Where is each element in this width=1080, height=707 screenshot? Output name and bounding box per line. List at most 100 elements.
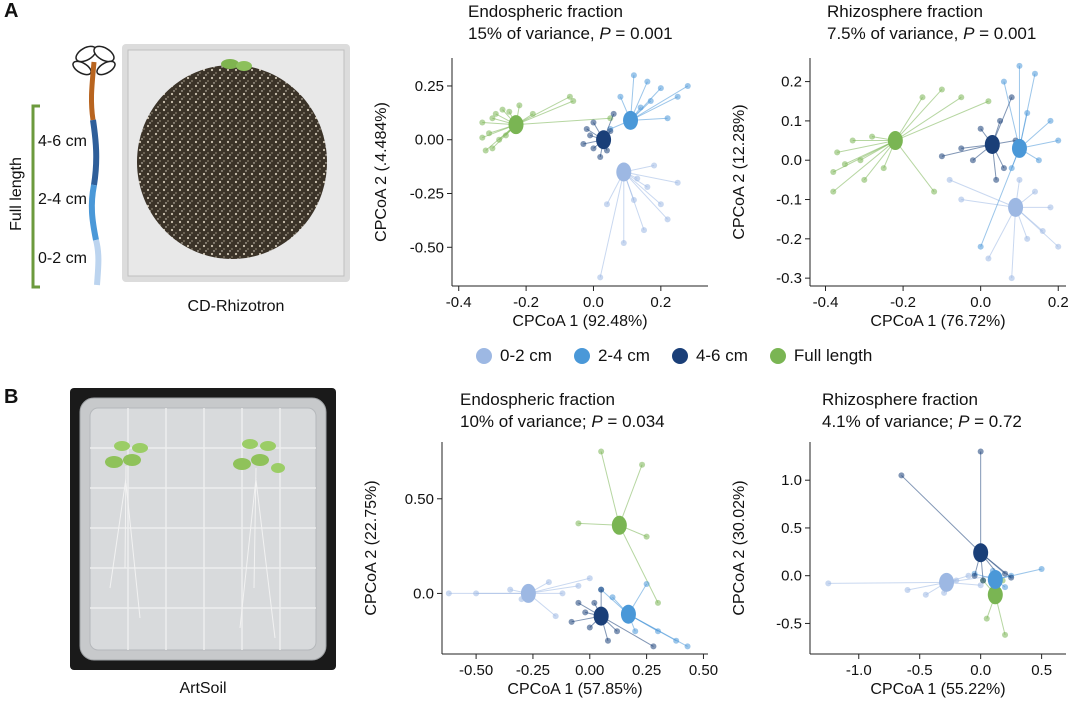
point-0-2-cm bbox=[1031, 188, 1038, 195]
point-0-2-cm bbox=[1055, 243, 1062, 250]
point-0-2-cm bbox=[559, 590, 566, 597]
spoke-4-6-cm bbox=[901, 475, 982, 554]
point-2-4-cm bbox=[684, 643, 691, 650]
spoke-full-length bbox=[600, 451, 620, 526]
point-0-2-cm bbox=[958, 196, 965, 203]
y-tick-label: 0.25 bbox=[415, 78, 444, 95]
point-4-6-cm bbox=[650, 643, 657, 650]
series-4-6-cm bbox=[898, 448, 1015, 584]
axes: -1.0 -0.5 0.0 0.5 1.0 0.5 0.0 -0.5 bbox=[776, 442, 1066, 679]
spoke-full-length bbox=[895, 100, 989, 142]
point-4-6-cm bbox=[575, 599, 582, 606]
point-full-length bbox=[496, 136, 503, 143]
point-0-2-cm bbox=[473, 590, 480, 597]
point-full-length bbox=[983, 615, 990, 622]
point-2-4-cm bbox=[644, 78, 651, 85]
point-4-6-cm bbox=[997, 117, 1004, 124]
x-tick-label: 0.25 bbox=[632, 662, 661, 679]
chart-b-rhizo-subtitle: 4.1% of variance; P = 0.72 bbox=[822, 412, 1022, 431]
centroid-full-length bbox=[611, 515, 627, 535]
point-2-4-cm bbox=[1002, 584, 1009, 591]
point-2-4-cm bbox=[1038, 566, 1045, 573]
centroid-0-2-cm bbox=[520, 583, 536, 603]
seedling-left-icon bbox=[105, 441, 148, 619]
point-0-2-cm bbox=[445, 590, 452, 597]
point-0-2-cm bbox=[965, 572, 972, 579]
point-full-length bbox=[489, 145, 496, 152]
chart-a-rhizosphere: -0.4 -0.2 0.0 0.2 0.2 0.1 0.0 -0.1 -0.2 -0.3 CPCoA… bbox=[731, 58, 1069, 330]
series-0-2-cm bbox=[825, 572, 996, 598]
chart-a-endo-title: Endospheric fraction bbox=[468, 2, 623, 21]
centroid-full-length bbox=[987, 585, 1003, 605]
y-tick-label: 0.0 bbox=[413, 585, 434, 602]
y-axis-label: CPCoA 2 (12.28%) bbox=[731, 104, 748, 239]
centroid-0-2-cm bbox=[939, 572, 955, 592]
spoke-full-length bbox=[515, 96, 571, 126]
point-4-6-cm bbox=[598, 586, 605, 593]
point-full-length bbox=[529, 110, 536, 117]
spoke-full-length bbox=[895, 96, 962, 141]
point-2-4-cm bbox=[673, 637, 680, 644]
spoke-full-length bbox=[515, 117, 611, 126]
point-full-length bbox=[938, 86, 945, 93]
point-4-6-cm bbox=[590, 145, 597, 152]
point-full-length bbox=[985, 98, 992, 105]
spoke-4-6-cm bbox=[941, 143, 993, 157]
spoke-full-length bbox=[844, 140, 896, 165]
point-2-4-cm bbox=[657, 85, 664, 92]
y-tick-label: 0.1 bbox=[781, 113, 802, 130]
point-full-length bbox=[841, 161, 848, 168]
legend-item-full-length: Full length bbox=[769, 346, 873, 366]
point-2-4-cm bbox=[1047, 117, 1054, 124]
point-2-4-cm bbox=[654, 628, 661, 635]
point-4-6-cm bbox=[582, 609, 589, 616]
point-full-length bbox=[880, 165, 887, 172]
chart-a-rhizo-title: Rhizosphere fraction bbox=[827, 2, 983, 21]
root-segment-2-4 bbox=[88, 184, 99, 241]
point-full-length bbox=[516, 102, 523, 109]
legend-label-full-length: Full length bbox=[793, 346, 873, 365]
point-4-6-cm bbox=[580, 141, 587, 148]
point-4-6-cm bbox=[980, 577, 987, 584]
spoke-0-2-cm bbox=[623, 171, 668, 220]
point-0-2-cm bbox=[1039, 227, 1046, 234]
point-2-4-cm bbox=[1055, 137, 1062, 144]
point-4-6-cm bbox=[586, 624, 593, 631]
centroid-0-2-cm bbox=[1008, 197, 1024, 217]
chart-b-endo-subtitle: 10% of variance; P = 0.034 bbox=[460, 412, 665, 431]
point-4-6-cm bbox=[1008, 574, 1015, 581]
spoke-0-2-cm bbox=[828, 581, 947, 584]
spoke-0-2-cm bbox=[623, 171, 678, 184]
spoke-0-2-cm bbox=[528, 585, 579, 594]
point-2-4-cm bbox=[643, 580, 650, 587]
chart-a-endospheric: -0.4 -0.2 0.0 0.2 0.25 0.00 -0.25 -0.50 CPCoA 1 … bbox=[373, 58, 708, 330]
point-4-6-cm bbox=[898, 472, 905, 479]
point-4-6-cm bbox=[938, 153, 945, 160]
point-0-2-cm bbox=[953, 577, 960, 584]
point-full-length bbox=[506, 108, 513, 115]
series-0-2-cm bbox=[597, 162, 681, 281]
point-2-4-cm bbox=[630, 72, 637, 79]
point-full-length bbox=[570, 98, 577, 105]
point-0-2-cm bbox=[586, 575, 593, 582]
segment-label-2-4: 2-4 cm bbox=[38, 191, 87, 208]
y-tick-label: -0.3 bbox=[776, 270, 802, 287]
centroid-2-4-cm bbox=[623, 110, 639, 130]
point-0-2-cm bbox=[620, 239, 627, 246]
point-4-6-cm bbox=[993, 176, 1000, 183]
y-tick-label: -0.25 bbox=[410, 186, 444, 203]
point-2-4-cm bbox=[1024, 110, 1031, 117]
point-0-2-cm bbox=[922, 591, 929, 598]
root-segment-0-2 bbox=[93, 239, 102, 286]
point-full-length bbox=[486, 130, 493, 137]
chart-b-rhizo-title: Rhizosphere fraction bbox=[822, 390, 978, 409]
point-2-4-cm bbox=[1031, 70, 1038, 77]
series-full-length bbox=[830, 86, 992, 195]
spoke-0-2-cm bbox=[987, 207, 1017, 259]
point-4-6-cm bbox=[568, 618, 575, 625]
root-diagram bbox=[31, 45, 116, 289]
spoke-0-2-cm bbox=[1015, 207, 1059, 248]
point-4-6-cm bbox=[590, 119, 597, 126]
point-2-4-cm bbox=[1035, 157, 1042, 164]
spoke-full-length bbox=[894, 89, 943, 141]
